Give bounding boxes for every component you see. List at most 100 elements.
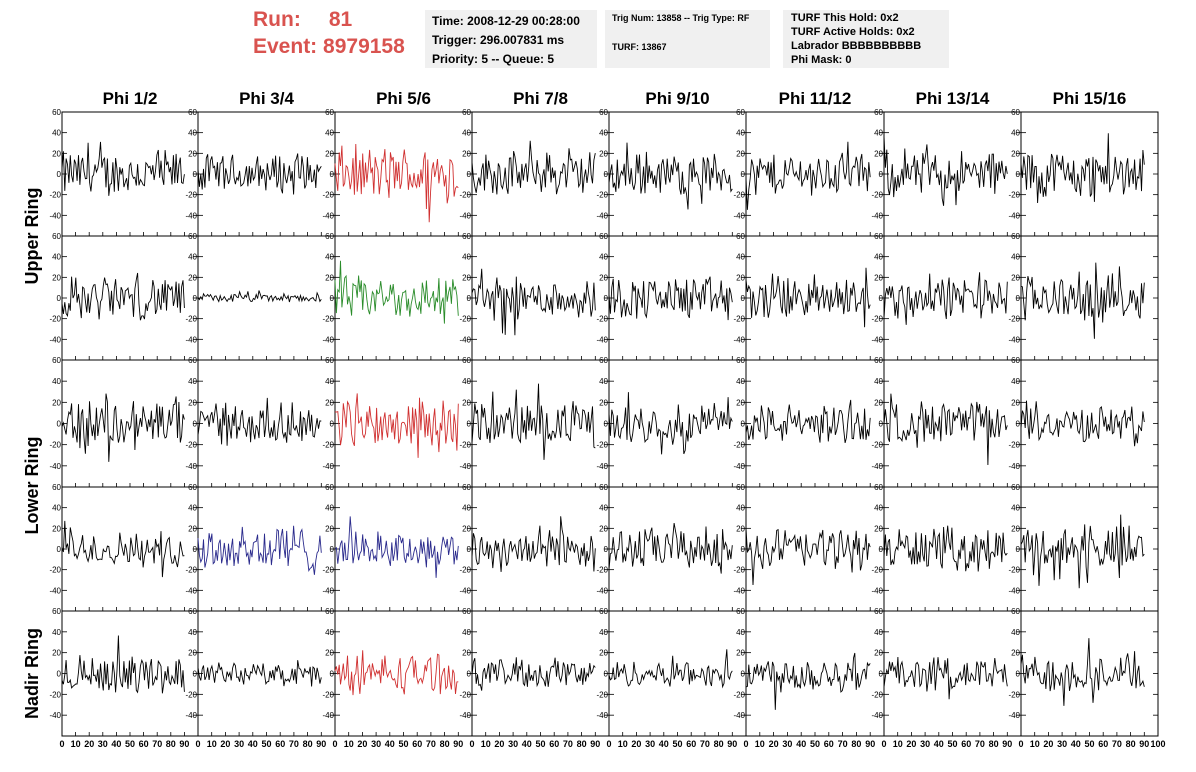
x-tick-label: 30 xyxy=(645,739,655,749)
x-tick-label: 0 xyxy=(195,739,200,749)
event-value: 8979158 xyxy=(323,35,405,58)
y-tick-label: 60 xyxy=(462,356,471,365)
waveform-trace xyxy=(745,267,871,328)
y-tick-label: 0 xyxy=(1016,294,1021,303)
y-tick-label: -40 xyxy=(596,711,608,720)
y-tick-label: -20 xyxy=(733,191,745,200)
x-tick-label: 20 xyxy=(84,739,94,749)
x-tick-label: 90 xyxy=(1002,739,1012,749)
y-tick-label: -20 xyxy=(596,315,608,324)
y-tick-label: 20 xyxy=(325,398,334,407)
y-tick-label: 40 xyxy=(1011,377,1020,386)
x-tick-label: 60 xyxy=(139,739,149,749)
x-tick-label: 20 xyxy=(357,739,367,749)
y-tick-label: 40 xyxy=(325,628,334,637)
priority-text: Priority: 5 -- Queue: 5 xyxy=(432,52,555,66)
y-tick-label: 40 xyxy=(52,129,61,138)
waveform-trace xyxy=(608,523,733,574)
y-tick-label: -20 xyxy=(733,315,745,324)
y-tick-label: -20 xyxy=(1008,690,1020,699)
waveform-trace xyxy=(471,268,596,336)
y-tick-label: 60 xyxy=(1011,108,1020,117)
waveform-trace xyxy=(608,392,733,455)
y-tick-label: 0 xyxy=(467,294,472,303)
y-tick-label: 60 xyxy=(325,108,334,117)
waveform-trace xyxy=(471,383,596,460)
y-tick-label: 0 xyxy=(193,170,198,179)
y-tick-label: -20 xyxy=(733,690,745,699)
y-tick-label: 60 xyxy=(1011,483,1020,492)
y-tick-label: 0 xyxy=(879,420,884,429)
y-tick-label: 20 xyxy=(1011,149,1020,158)
x-tick-label: 30 xyxy=(1057,739,1067,749)
y-tick-label: 40 xyxy=(325,504,334,513)
x-tick-label: 30 xyxy=(234,739,244,749)
y-tick-label: -40 xyxy=(871,462,883,471)
y-tick-label: -40 xyxy=(49,586,61,595)
x-tick-label: 80 xyxy=(1126,739,1136,749)
y-tick-label: -20 xyxy=(1008,441,1020,450)
y-tick-label: 20 xyxy=(52,524,61,533)
x-tick-label: 90 xyxy=(865,739,875,749)
y-tick-label: 60 xyxy=(462,483,471,492)
row-group-label: Upper Ring xyxy=(22,188,42,285)
run-label: Run: xyxy=(253,8,301,31)
x-tick-label: 90 xyxy=(179,739,189,749)
waveform-trace xyxy=(471,140,596,195)
turf-active-holds-text: TURF Active Holds: 0x2 xyxy=(791,26,915,38)
y-tick-label: 0 xyxy=(467,545,472,554)
y-tick-label: 60 xyxy=(325,232,334,241)
y-tick-label: -40 xyxy=(1008,462,1020,471)
x-tick-label: 0 xyxy=(59,739,64,749)
turf-text: TURF: 13867 xyxy=(612,42,667,52)
y-tick-label: -20 xyxy=(49,690,61,699)
y-tick-label: 0 xyxy=(330,545,335,554)
x-tick-label: 10 xyxy=(481,739,491,749)
y-tick-label: 40 xyxy=(52,377,61,386)
x-tick-label: 20 xyxy=(631,739,641,749)
waveform-trace xyxy=(1020,133,1145,204)
waveform-trace xyxy=(197,525,322,575)
y-tick-label: -40 xyxy=(185,211,197,220)
panel-frame xyxy=(471,486,610,612)
column-header: Phi 13/14 xyxy=(916,89,990,108)
x-tick-label: 70 xyxy=(563,739,573,749)
x-tick-label: 10 xyxy=(344,739,354,749)
y-tick-label: -40 xyxy=(459,711,471,720)
x-tick-label: 90 xyxy=(727,739,737,749)
row-group-label: Nadir Ring xyxy=(22,628,42,719)
y-tick-label: 60 xyxy=(874,483,883,492)
y-tick-label: 20 xyxy=(599,398,608,407)
x-tick-label: 50 xyxy=(947,739,957,749)
panel-frame xyxy=(745,610,885,737)
y-tick-label: -20 xyxy=(322,191,334,200)
y-tick-label: 40 xyxy=(736,253,745,262)
waveform-trace xyxy=(745,652,871,710)
y-tick-label: 20 xyxy=(325,649,334,658)
y-tick-label: -20 xyxy=(459,191,471,200)
waveform-trace xyxy=(471,516,596,572)
y-tick-label: 20 xyxy=(325,524,334,533)
y-tick-label: 60 xyxy=(325,356,334,365)
y-tick-label: -20 xyxy=(871,315,883,324)
y-tick-label: 40 xyxy=(874,129,883,138)
y-tick-label: 20 xyxy=(188,149,197,158)
x-tick-label: 40 xyxy=(659,739,669,749)
y-tick-label: 60 xyxy=(188,607,197,616)
waveform-trace xyxy=(1020,400,1145,447)
y-tick-label: -40 xyxy=(596,462,608,471)
y-tick-label: 20 xyxy=(462,273,471,282)
y-tick-label: 60 xyxy=(188,108,197,117)
y-tick-label: -40 xyxy=(596,211,608,220)
y-tick-label: -40 xyxy=(322,462,334,471)
y-tick-label: -20 xyxy=(49,315,61,324)
y-tick-label: 20 xyxy=(874,524,883,533)
x-tick-label: 60 xyxy=(824,739,834,749)
y-tick-label: 40 xyxy=(188,504,197,513)
y-tick-label: -40 xyxy=(322,211,334,220)
x-tick-label: 0 xyxy=(606,739,611,749)
y-tick-label: -20 xyxy=(459,690,471,699)
y-tick-label: -20 xyxy=(322,690,334,699)
y-tick-label: -40 xyxy=(322,711,334,720)
